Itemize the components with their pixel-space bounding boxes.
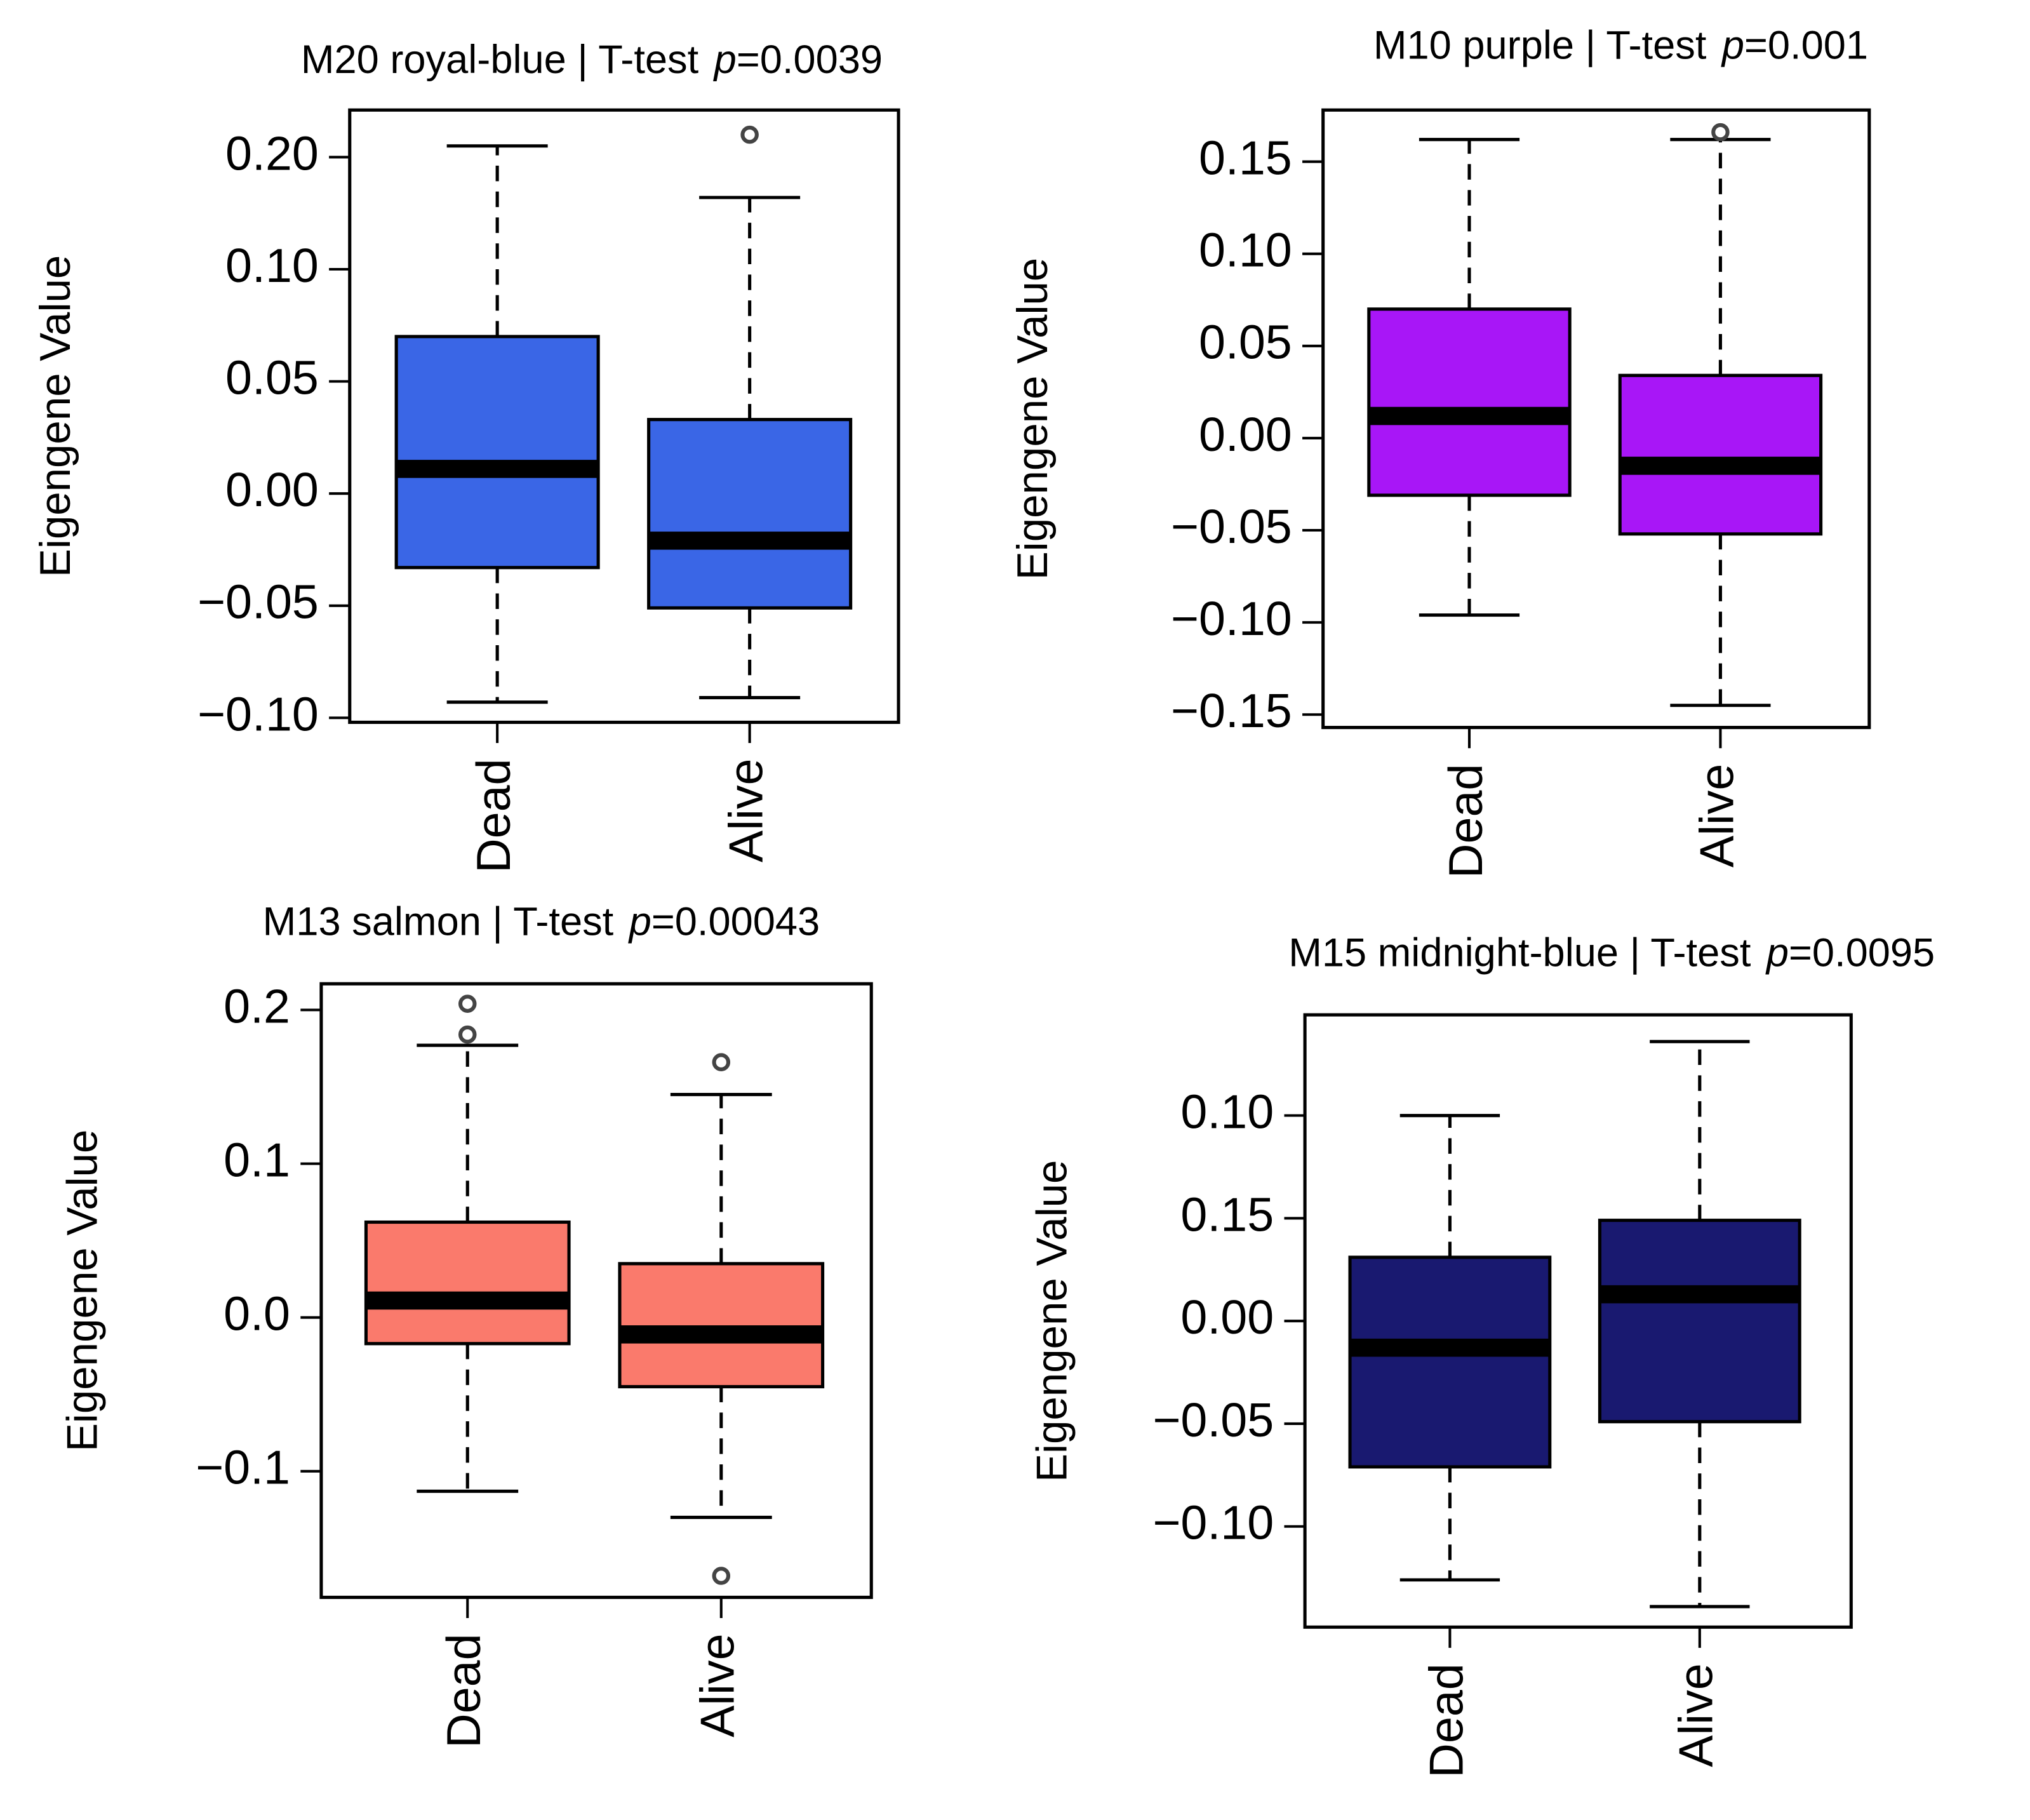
chart-title: M13 salmon | T-test p=0.00043 [263, 899, 820, 944]
title-stat-value: =0.0095 [1789, 930, 1935, 975]
y-tick-label: −0.05 [1171, 500, 1292, 553]
plot-frame [348, 108, 900, 724]
y-tick-label: −0.05 [197, 575, 319, 629]
x-tick-label: Dead [1419, 1663, 1472, 1777]
title-stat: p [1765, 930, 1789, 975]
y-tick-label: 0.10 [225, 239, 319, 292]
panel: M15 midnight-blue | T-test p=0.0095 Eigeng… [1028, 930, 1935, 1778]
outlier [1711, 123, 1730, 142]
y-tick-label: 0.05 [225, 351, 319, 405]
title-stat-value: =0.001 [1744, 23, 1868, 67]
y-axis-label: Eigengene Value [32, 255, 79, 577]
title-text: M13 salmon | T-test [263, 899, 614, 944]
y-tick-label: −0.05 [1152, 1393, 1274, 1447]
title-text: M10 purple | T-test [1373, 23, 1707, 67]
y-tick-label: 0.20 [225, 126, 319, 180]
box [364, 1220, 571, 1346]
x-tick-label: Dead [467, 759, 520, 873]
x-tick-label: Alive [1690, 764, 1743, 867]
plot-frame [1303, 1013, 1853, 1629]
outlier [458, 994, 477, 1013]
x-tick-label: Alive [691, 1633, 744, 1737]
y-tick-label: 0.15 [1199, 131, 1292, 184]
outlier [458, 1025, 477, 1044]
box [647, 418, 853, 610]
y-tick-label: 0.15 [1180, 1188, 1274, 1241]
y-tick-label: −0.10 [1171, 592, 1292, 645]
title-text: M15 midnight-blue | T-test [1288, 930, 1751, 975]
panel: M10 purple | T-test p=0.001 Eigengene Valu… [1009, 23, 1871, 878]
box [1618, 373, 1823, 536]
y-tick-label: 0.00 [225, 463, 319, 516]
y-tick-label: −0.15 [1171, 684, 1292, 737]
y-tick-label: 0.05 [1199, 316, 1292, 369]
title-stat-value: =0.0039 [737, 37, 883, 82]
box [394, 335, 600, 570]
title-stat: p [628, 899, 651, 944]
chart-title: M20 royal-blue | T-test p=0.0039 [301, 37, 883, 82]
chart-title: M15 midnight-blue | T-test p=0.0095 [1288, 930, 1935, 975]
x-tick-label: Alive [719, 759, 773, 862]
box [1348, 1255, 1552, 1469]
title-text: M20 royal-blue | T-test [301, 37, 699, 82]
x-tick-label: Dead [437, 1633, 490, 1748]
y-axis-label: Eigengene Value [1009, 258, 1057, 580]
y-tick-label: 0.1 [224, 1133, 290, 1186]
box [1367, 307, 1572, 497]
y-tick-label: 0.00 [1199, 408, 1292, 461]
outlier [712, 1567, 731, 1585]
y-tick-label: −0.10 [1152, 1496, 1274, 1549]
y-tick-label: 0.2 [224, 979, 290, 1033]
box [1598, 1219, 1801, 1424]
title-stat: p [1721, 23, 1744, 67]
y-tick-label: 0.0 [224, 1287, 290, 1341]
y-tick-label: 0.00 [1180, 1290, 1274, 1344]
panel: M20 royal-blue | T-test p=0.0039 Eigengene… [32, 37, 900, 873]
y-axis-label: Eigengene Value [1028, 1160, 1076, 1482]
x-tick-label: Dead [1439, 764, 1492, 878]
y-tick-label: 0.10 [1180, 1085, 1274, 1139]
chart-title: M10 purple | T-test p=0.001 [1373, 23, 1868, 67]
y-tick-label: −0.1 [196, 1441, 290, 1494]
panel: M13 salmon | T-test p=0.00043 Eigengene Va… [59, 899, 873, 1748]
y-tick-label: 0.10 [1199, 224, 1292, 277]
title-stat-value: =0.00043 [651, 899, 820, 944]
title-stat: p [713, 37, 737, 82]
box [618, 1262, 825, 1389]
outlier [712, 1053, 731, 1071]
x-tick-label: Alive [1669, 1663, 1723, 1767]
plot-frame [319, 982, 873, 1599]
y-axis-label: Eigengene Value [59, 1130, 107, 1452]
plot-frame [1321, 108, 1871, 730]
outlier [740, 125, 759, 144]
y-tick-label: −0.10 [197, 687, 319, 740]
